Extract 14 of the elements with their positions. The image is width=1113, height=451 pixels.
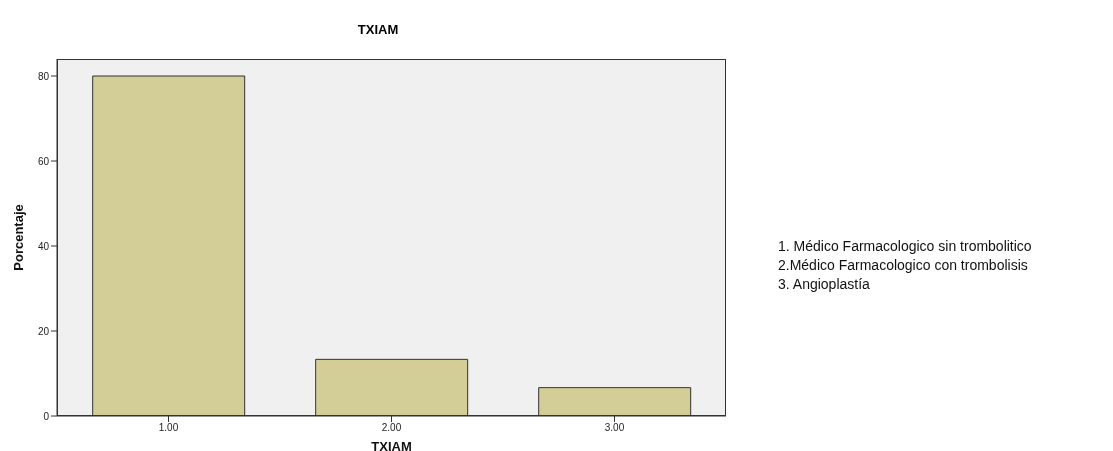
y-tick-label: 20 <box>37 325 50 337</box>
chart-title: TXIAM <box>356 22 400 37</box>
y-tick-label: 80 <box>37 70 50 82</box>
x-tick-label: 2.00 <box>381 422 402 434</box>
text: 1. Médico Farmacologico sin trombolitico <box>778 237 1032 256</box>
text: 2.Médico Farmacologico con trombolisis <box>778 256 1029 275</box>
text: 3. Angioplastía <box>778 275 871 294</box>
y-tick-label: 0 <box>43 410 50 422</box>
y-axis-title: Porcentaje <box>10 204 26 271</box>
y-tick-label: 60 <box>37 155 50 167</box>
x-tick-label: 3.00 <box>604 422 625 434</box>
x-tick-label: 1.00 <box>158 422 179 434</box>
y-tick-label: 40 <box>37 240 50 252</box>
x-axis-title: TXIAM <box>371 439 412 451</box>
